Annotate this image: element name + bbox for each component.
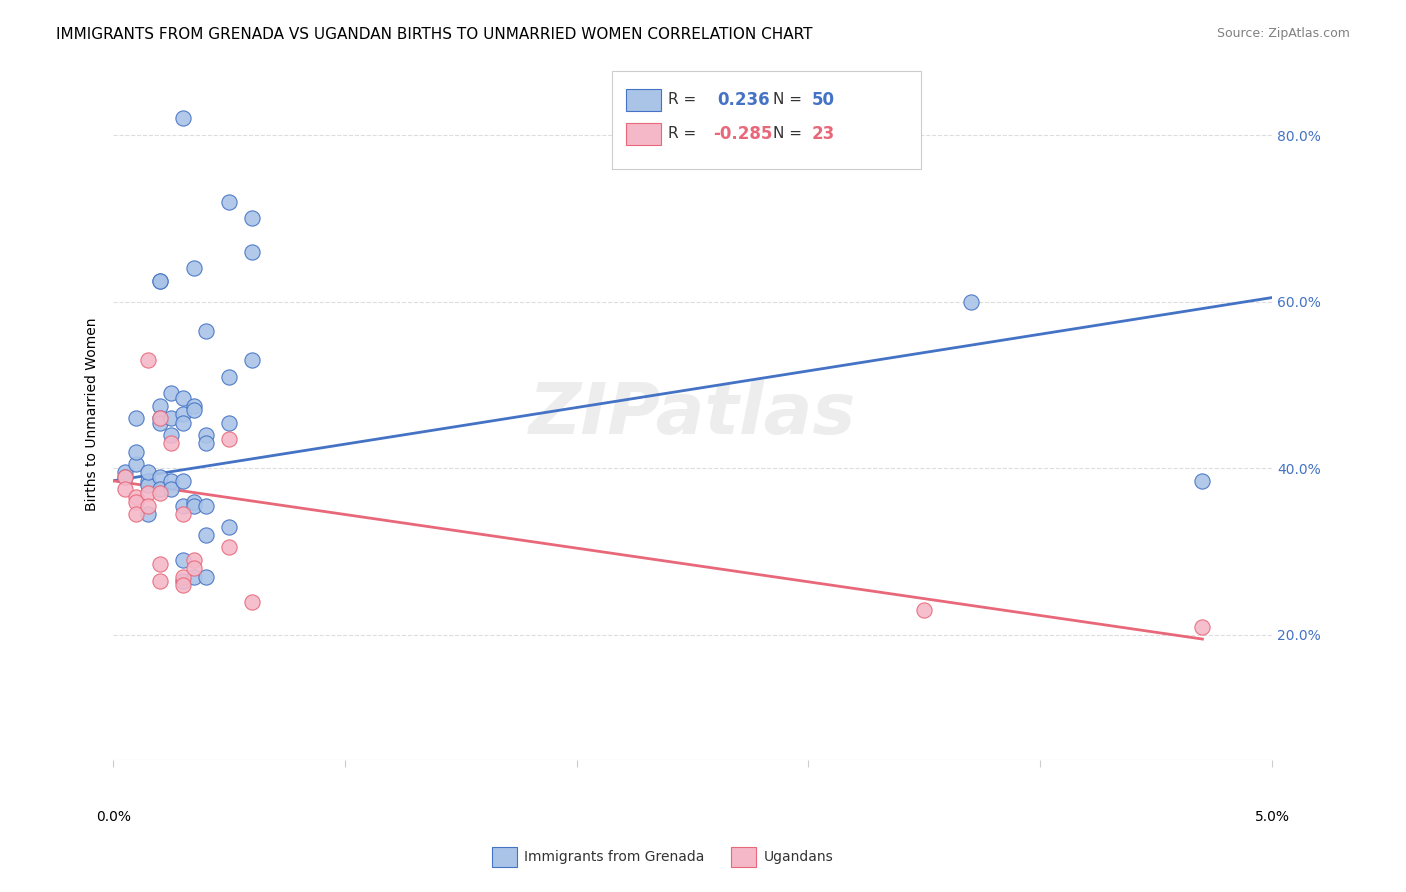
Point	[218, 416, 240, 430]
Point	[125, 444, 148, 458]
Text: R =: R =	[668, 93, 706, 107]
Text: Source: ZipAtlas.com: Source: ZipAtlas.com	[1216, 27, 1350, 40]
Point	[183, 399, 205, 413]
Point	[160, 428, 183, 442]
Point	[194, 569, 217, 583]
Point	[148, 274, 170, 288]
Point	[1191, 619, 1213, 633]
Point	[114, 466, 136, 480]
Point	[194, 324, 217, 338]
Point	[125, 411, 148, 425]
Point	[148, 486, 170, 500]
Point	[172, 569, 194, 583]
Point	[194, 528, 217, 542]
Point	[136, 486, 159, 500]
Point	[148, 482, 170, 496]
Point	[183, 553, 205, 567]
Point	[172, 499, 194, 513]
Point	[148, 411, 170, 425]
Text: R =: R =	[668, 127, 702, 141]
Point	[218, 519, 240, 533]
Point	[183, 569, 205, 583]
Point	[148, 557, 170, 571]
Point	[172, 553, 194, 567]
Point	[148, 416, 170, 430]
Point	[172, 507, 194, 521]
Point	[172, 574, 194, 588]
Point	[172, 474, 194, 488]
Text: 5.0%: 5.0%	[1254, 810, 1289, 824]
Text: Ugandans: Ugandans	[763, 850, 834, 864]
Text: 50: 50	[811, 91, 834, 109]
Point	[160, 474, 183, 488]
Point	[240, 594, 263, 608]
Y-axis label: Births to Unmarried Women: Births to Unmarried Women	[86, 318, 100, 511]
Point	[194, 428, 217, 442]
Point	[912, 603, 935, 617]
Point	[240, 244, 263, 259]
Point	[172, 112, 194, 126]
Point	[218, 541, 240, 555]
Point	[136, 474, 159, 488]
Point	[172, 578, 194, 592]
Point	[160, 411, 183, 425]
Point	[125, 491, 148, 505]
Point	[148, 274, 170, 288]
Point	[183, 494, 205, 508]
Point	[218, 432, 240, 446]
Point	[172, 407, 194, 421]
Point	[160, 386, 183, 401]
Text: Immigrants from Grenada: Immigrants from Grenada	[524, 850, 704, 864]
Text: -0.285: -0.285	[713, 125, 772, 143]
Point	[125, 494, 148, 508]
Point	[160, 482, 183, 496]
Point	[136, 499, 159, 513]
Point	[183, 403, 205, 417]
Point	[183, 561, 205, 575]
Point	[125, 457, 148, 471]
Point	[194, 436, 217, 450]
Point	[194, 499, 217, 513]
Text: 0.236: 0.236	[717, 91, 769, 109]
Point	[136, 466, 159, 480]
Point	[240, 211, 263, 226]
Point	[218, 194, 240, 209]
Point	[148, 574, 170, 588]
Text: 23: 23	[811, 125, 835, 143]
Text: ZIPatlas: ZIPatlas	[529, 380, 856, 449]
Point	[172, 391, 194, 405]
Text: IMMIGRANTS FROM GRENADA VS UGANDAN BIRTHS TO UNMARRIED WOMEN CORRELATION CHART: IMMIGRANTS FROM GRENADA VS UGANDAN BIRTH…	[56, 27, 813, 42]
Point	[114, 469, 136, 483]
Point	[114, 469, 136, 483]
Point	[172, 416, 194, 430]
Point	[136, 507, 159, 521]
Point	[148, 411, 170, 425]
Point	[148, 399, 170, 413]
Text: N =: N =	[773, 93, 807, 107]
Point	[183, 499, 205, 513]
Point	[959, 294, 981, 309]
Point	[183, 261, 205, 276]
Point	[114, 482, 136, 496]
Point	[160, 436, 183, 450]
Point	[218, 369, 240, 384]
Point	[1191, 474, 1213, 488]
Text: N =: N =	[773, 127, 807, 141]
Point	[136, 478, 159, 492]
Text: 0.0%: 0.0%	[96, 810, 131, 824]
Point	[125, 507, 148, 521]
Point	[148, 469, 170, 483]
Point	[240, 353, 263, 368]
Point	[136, 353, 159, 368]
